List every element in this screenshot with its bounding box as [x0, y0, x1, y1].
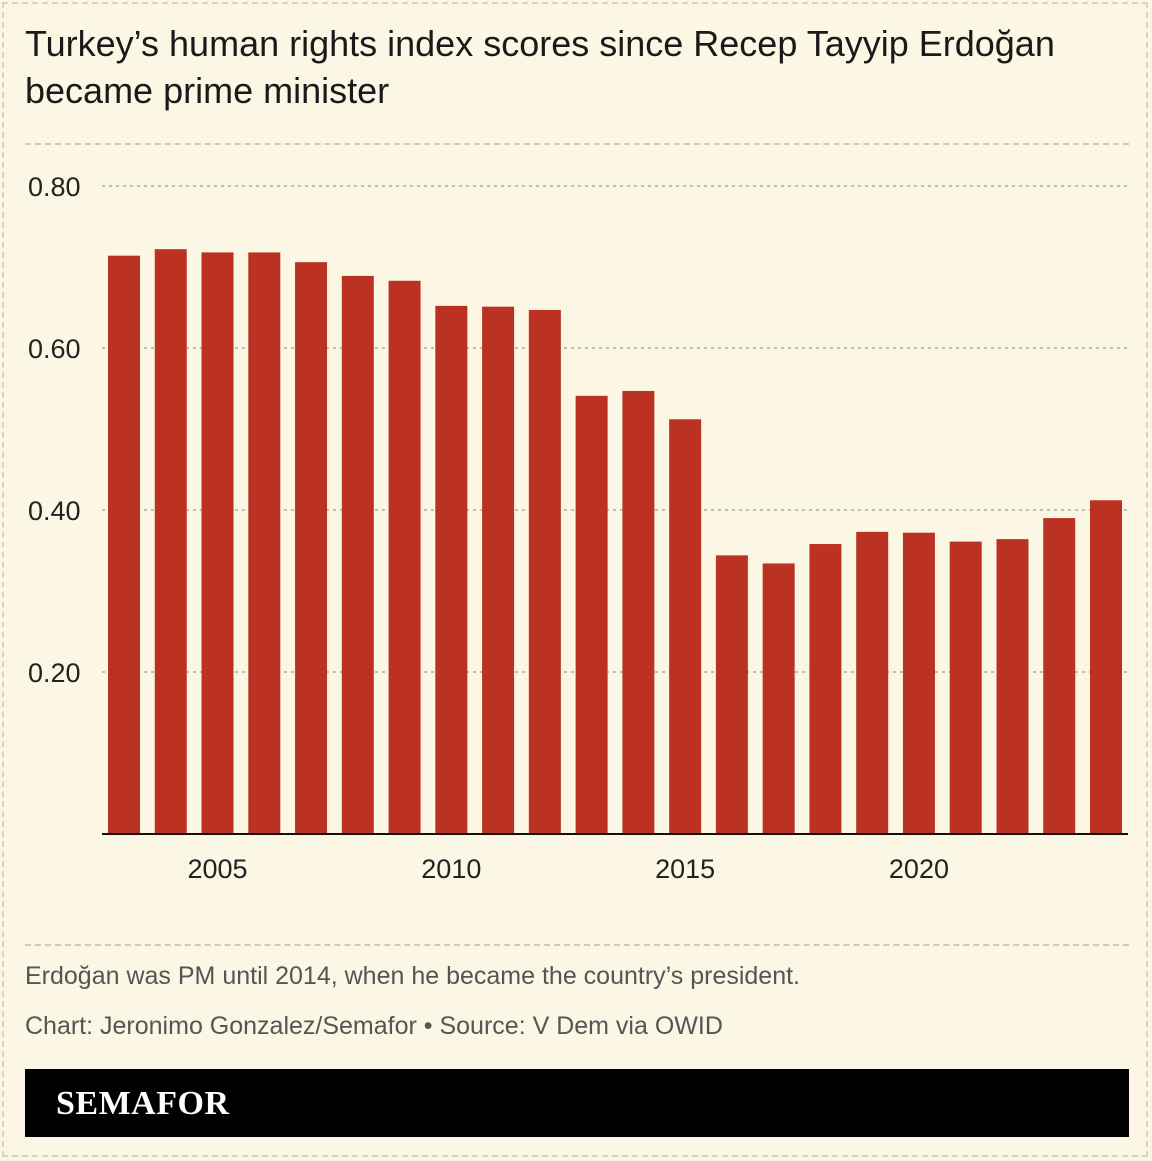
semafor-logo: SEMAFOR	[56, 1085, 230, 1122]
y-tick-label: 0.60	[28, 334, 81, 364]
bar	[1090, 500, 1122, 834]
x-tick-label: 2010	[421, 854, 481, 884]
bar	[154, 249, 187, 834]
y-tick-label: 0.40	[28, 496, 81, 526]
x-tick-label: 2015	[655, 854, 715, 884]
bottom-divider	[25, 944, 1129, 946]
bar	[528, 309, 561, 834]
y-tick-label: 0.80	[28, 172, 81, 202]
bar	[762, 563, 795, 834]
chart-credit: Chart: Jeronimo Gonzalez/Semafor • Sourc…	[25, 1012, 723, 1040]
bar	[575, 395, 608, 834]
bar	[435, 305, 468, 834]
bar	[295, 262, 328, 834]
bar	[669, 419, 702, 834]
x-tick-label: 2020	[889, 854, 949, 884]
chart-note: Erdoğan was PM until 2014, when he becam…	[25, 962, 800, 990]
bar-chart: 0.20 0.40 0.60 0.80 2005 2010 2015 2020	[28, 172, 1128, 884]
bar	[201, 252, 234, 835]
bar	[388, 280, 421, 834]
y-tick-label: 0.20	[28, 658, 81, 688]
chart-title: Turkey’s human rights index scores since…	[25, 23, 1055, 111]
brand-bar: SEMAFOR	[25, 1069, 1129, 1137]
bar	[715, 555, 748, 834]
bar	[949, 541, 982, 834]
bar	[809, 544, 842, 834]
bar	[248, 252, 281, 835]
bar	[341, 275, 374, 834]
bar	[108, 255, 140, 834]
x-tick-label: 2005	[187, 854, 247, 884]
bar	[1043, 518, 1076, 834]
bar	[996, 539, 1029, 834]
top-divider	[25, 143, 1129, 145]
bar	[902, 532, 935, 834]
bar	[482, 306, 515, 834]
bar	[622, 390, 655, 834]
bar	[856, 531, 889, 834]
